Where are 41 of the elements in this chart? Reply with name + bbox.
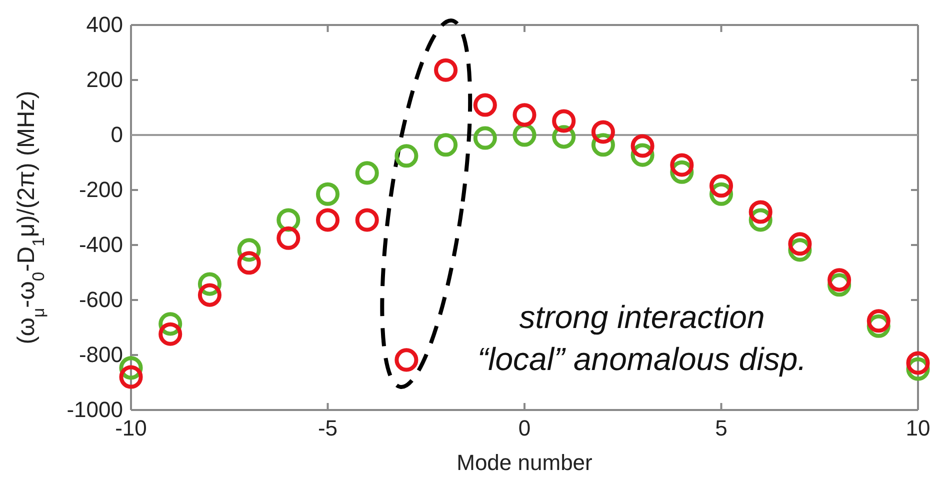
annotation: strong interaction [519,299,765,335]
point [316,208,340,232]
point [237,251,261,275]
point [394,348,418,372]
point [198,283,222,307]
y-tick-label: 400 [86,12,123,38]
point [630,134,654,158]
point [434,58,458,82]
y-tick-label: -1000 [66,397,123,422]
y-tick-label: -400 [78,232,123,258]
point [709,174,734,198]
point [512,103,536,127]
point [119,365,143,389]
annotation: “local” anomalous disp. [477,341,807,377]
point [866,309,890,333]
point [434,133,458,157]
y-tick-label: -800 [78,342,123,368]
point [591,120,615,144]
point [828,268,852,292]
point [906,351,930,375]
x-axis-title: Mode number [456,450,592,475]
point [355,208,379,232]
point [788,232,812,256]
point [552,109,576,133]
point [670,153,694,177]
point [276,226,300,250]
point [473,93,497,117]
point [158,322,182,346]
y-tick-label: -600 [78,287,123,312]
point [394,144,418,168]
y-tick-label: 200 [86,67,123,92]
point [748,200,772,224]
x-tick-label: -5 [318,416,338,441]
y-tick-label: -200 [78,177,123,202]
y-tick-label: 0 [110,122,123,148]
x-tick-label: 0 [518,416,531,441]
x-tick-label: 10 [906,416,930,441]
x-tick-label: 5 [715,416,728,441]
point [316,182,340,206]
point [473,126,497,150]
point [355,161,379,185]
